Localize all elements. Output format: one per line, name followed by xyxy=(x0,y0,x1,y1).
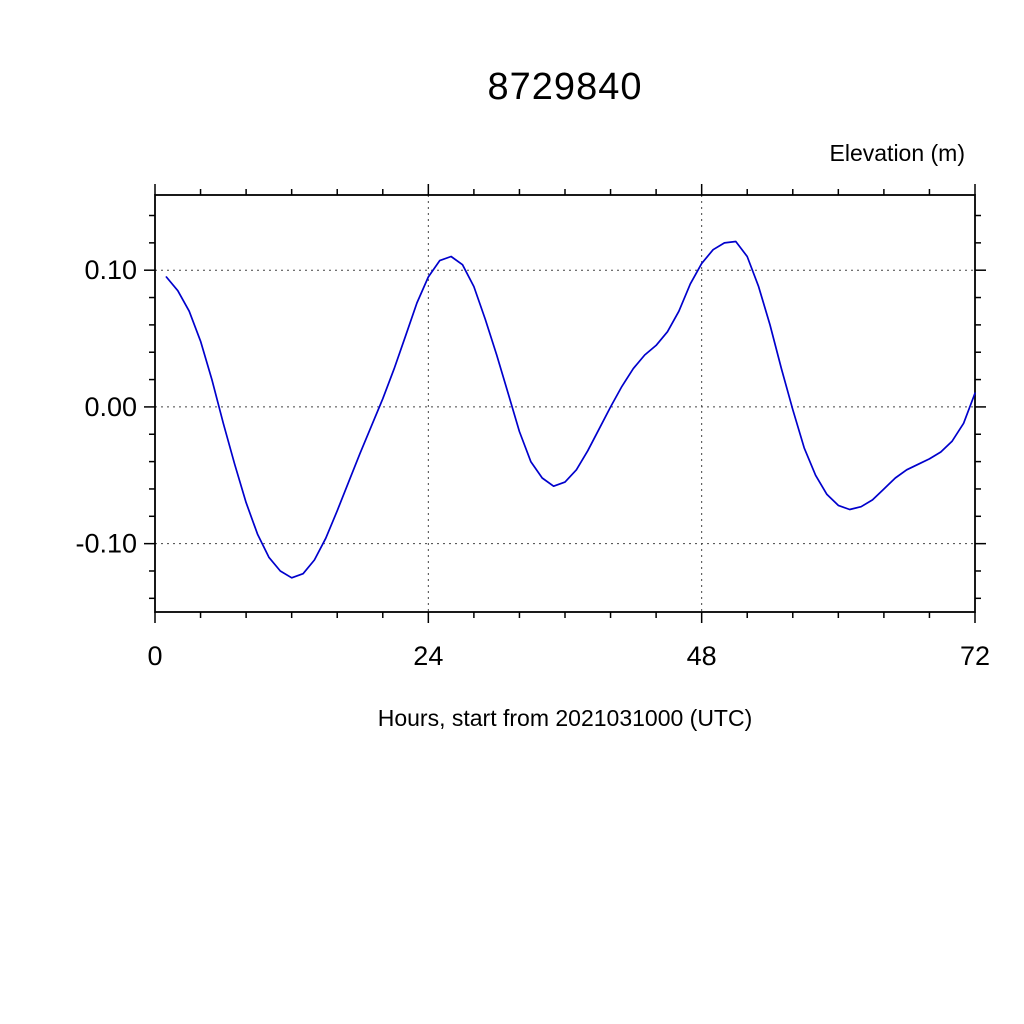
y-tick-label: 0.10 xyxy=(84,255,137,285)
y-axis-label: Elevation (m) xyxy=(829,140,965,166)
y-tick-label: 0.00 xyxy=(84,392,137,422)
x-axis-label: Hours, start from 2021031000 (UTC) xyxy=(377,705,753,731)
x-tick-label: 24 xyxy=(413,641,443,671)
x-tick-label: 0 xyxy=(147,641,162,671)
axis-frame xyxy=(154,194,976,613)
data-line-elevation xyxy=(165,240,976,579)
chart-title: 8729840 xyxy=(487,66,643,108)
x-tick-label: 48 xyxy=(687,641,717,671)
y-tick-label: -0.10 xyxy=(75,529,137,559)
x-tick-label: 72 xyxy=(960,641,990,671)
